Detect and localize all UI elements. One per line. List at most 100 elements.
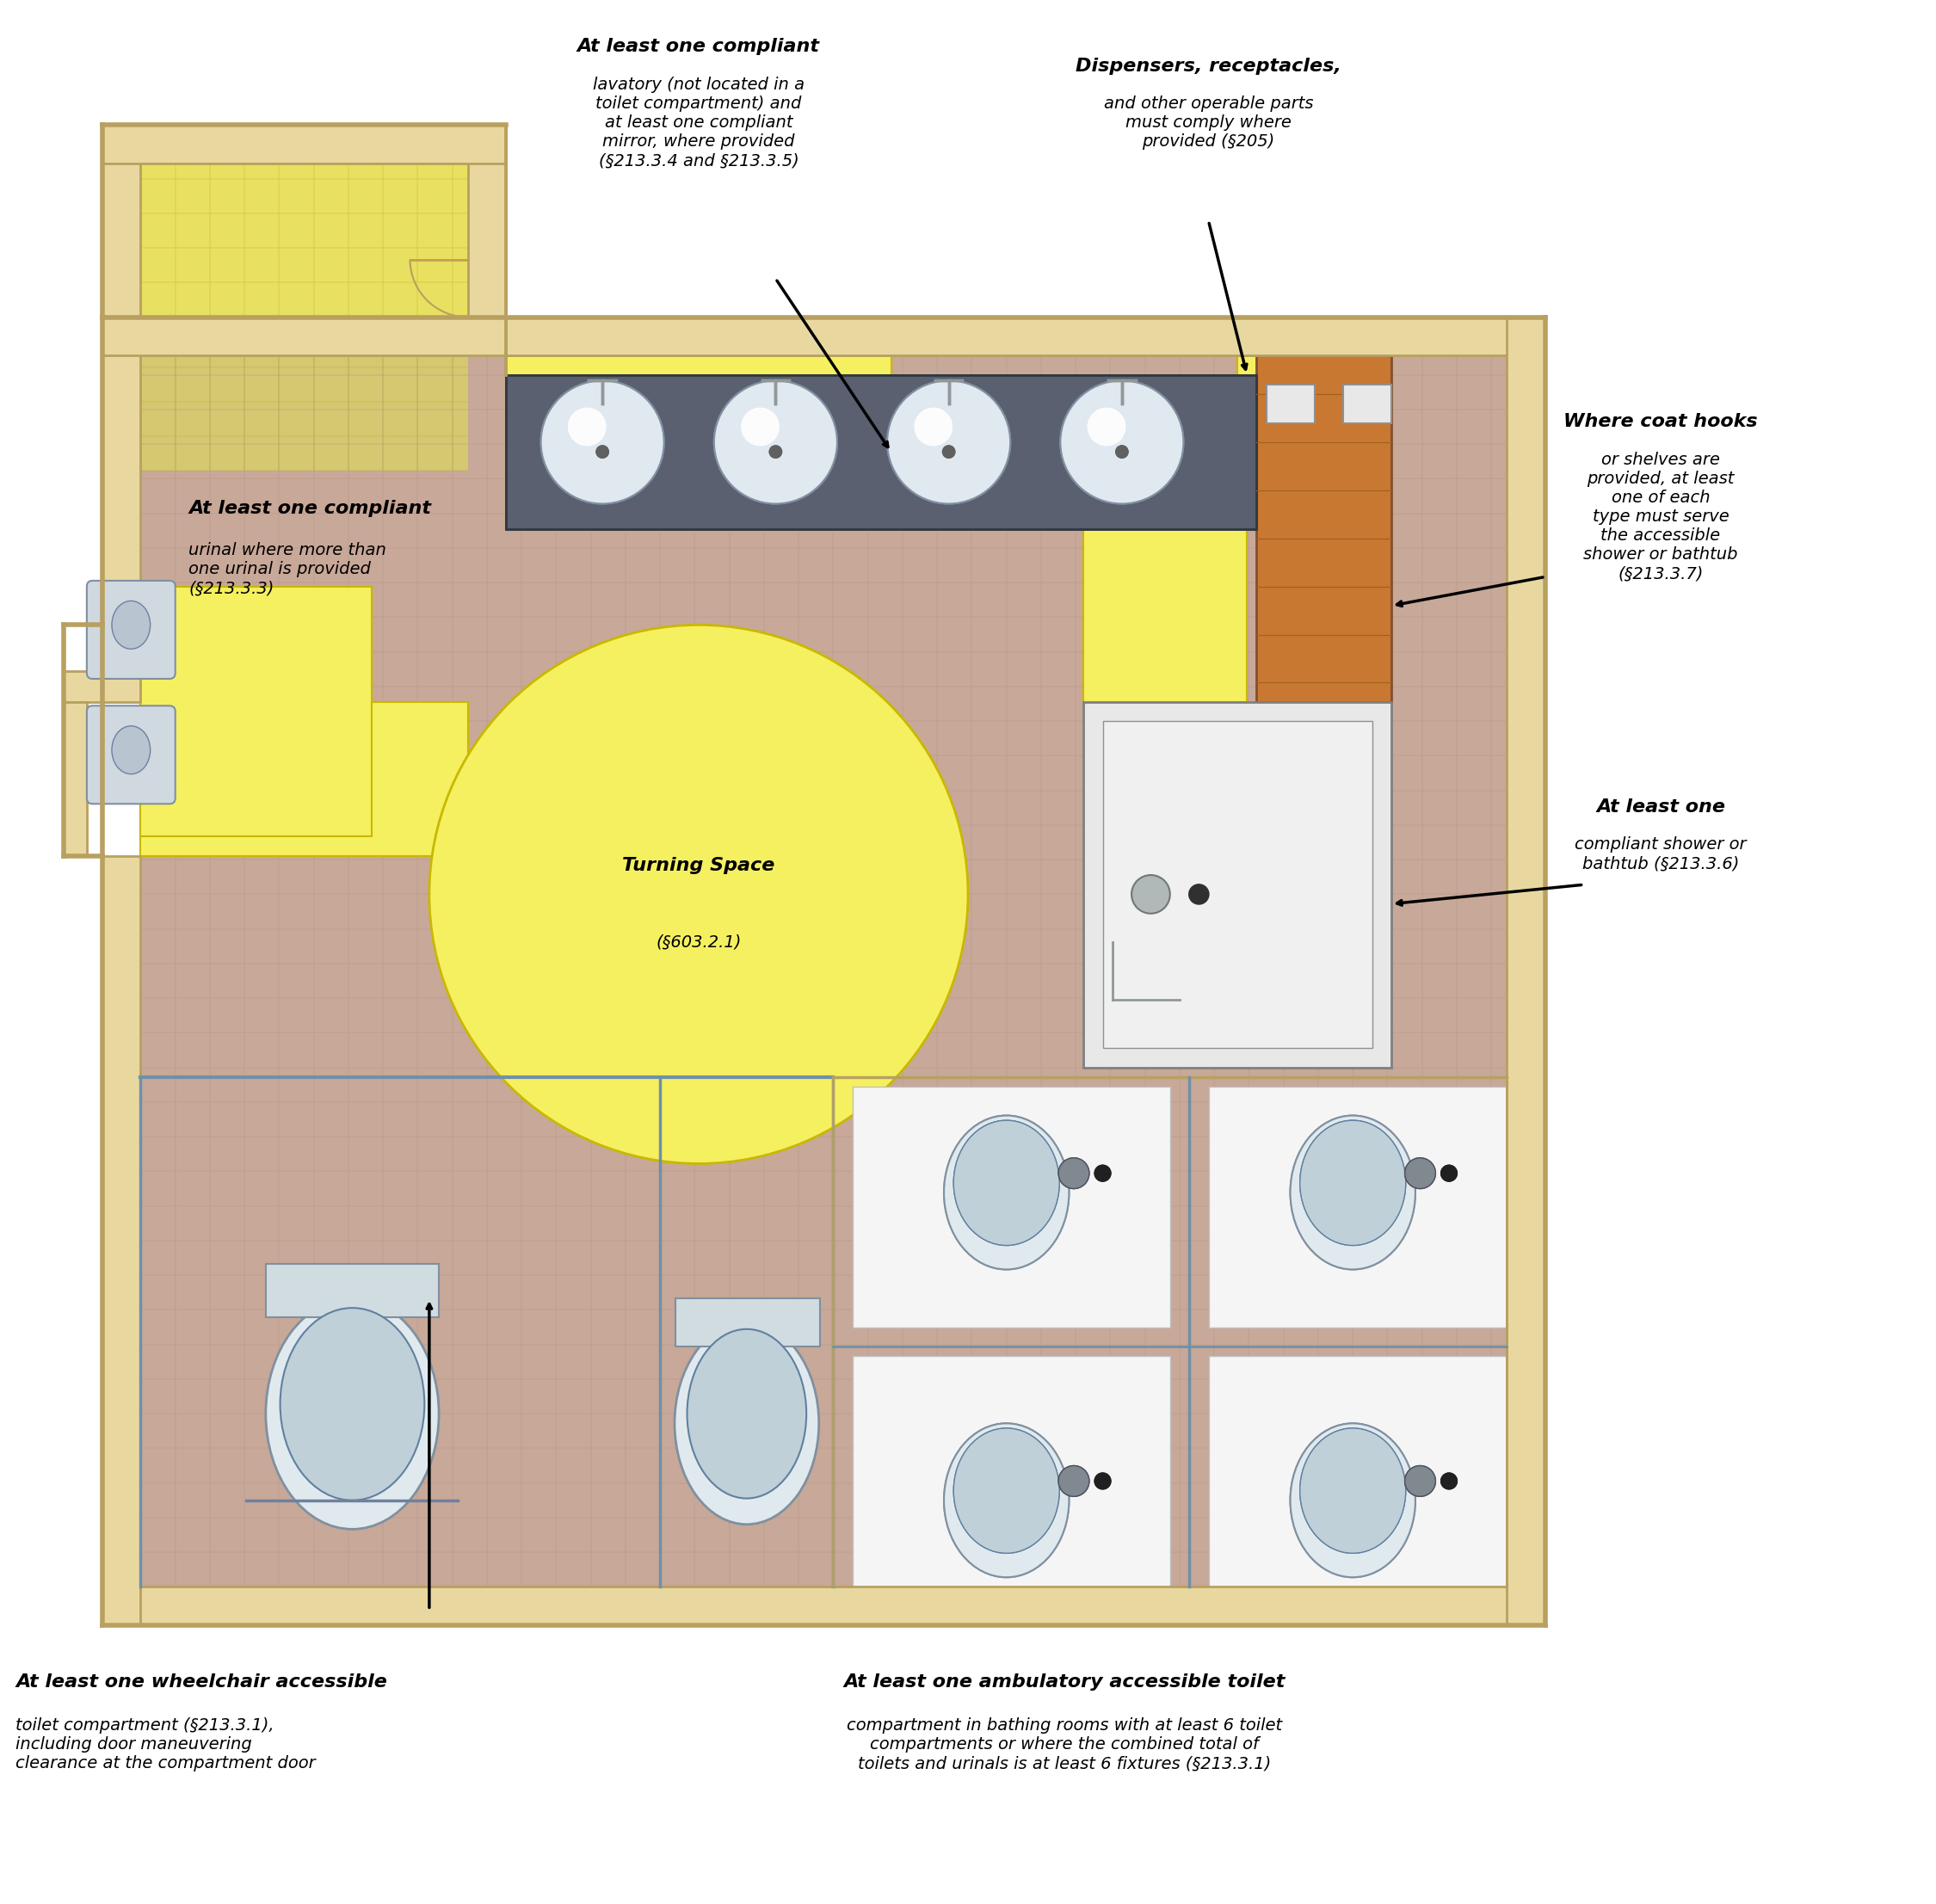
Circle shape <box>1115 446 1129 459</box>
Bar <box>1104 722 1373 1049</box>
Text: At least one compliant: At least one compliant <box>190 501 432 518</box>
Ellipse shape <box>265 1299 439 1529</box>
Bar <box>64 703 87 855</box>
Bar <box>469 126 505 318</box>
Bar <box>141 164 469 318</box>
Bar <box>103 126 505 164</box>
Ellipse shape <box>945 1116 1069 1270</box>
Circle shape <box>741 407 780 446</box>
Circle shape <box>1088 407 1125 446</box>
Bar <box>1344 385 1392 423</box>
Circle shape <box>1115 446 1129 459</box>
Circle shape <box>741 407 780 446</box>
Text: or shelves are
provided, at least
one of each
type must serve
the accessible
sho: or shelves are provided, at least one of… <box>1584 451 1739 583</box>
Circle shape <box>567 407 606 446</box>
Text: and other operable parts
must comply where
provided (§205): and other operable parts must comply whe… <box>1104 95 1313 150</box>
Bar <box>1256 356 1392 703</box>
Circle shape <box>914 407 953 446</box>
Circle shape <box>1406 1466 1437 1497</box>
Circle shape <box>943 446 956 459</box>
Ellipse shape <box>1289 1116 1415 1270</box>
Ellipse shape <box>954 1120 1059 1245</box>
Circle shape <box>540 381 664 505</box>
Bar <box>141 356 1506 1586</box>
Circle shape <box>1406 1466 1437 1497</box>
FancyBboxPatch shape <box>87 581 176 680</box>
Text: lavatory (not located in a
toilet compartment) and
at least one compliant
mirror: lavatory (not located in a toilet compar… <box>592 76 805 169</box>
Circle shape <box>769 446 782 459</box>
Ellipse shape <box>1299 1120 1406 1245</box>
Circle shape <box>540 381 664 505</box>
Bar <box>1208 1087 1526 1327</box>
Circle shape <box>567 407 606 446</box>
Circle shape <box>1059 1466 1090 1497</box>
Circle shape <box>430 625 968 1163</box>
Bar <box>64 670 141 703</box>
Bar <box>103 318 141 625</box>
Circle shape <box>1088 407 1125 446</box>
Text: At least one ambulatory accessible toilet: At least one ambulatory accessible toile… <box>844 1674 1286 1691</box>
Circle shape <box>1094 1165 1111 1182</box>
Ellipse shape <box>112 602 151 649</box>
Bar <box>505 356 891 529</box>
Bar <box>1208 1356 1526 1596</box>
Text: At least one: At least one <box>1595 798 1725 815</box>
Circle shape <box>1440 1472 1458 1489</box>
Bar <box>505 337 891 529</box>
Ellipse shape <box>674 1323 819 1525</box>
Bar <box>852 1356 1169 1596</box>
Text: toilet compartment (§213.3.1),
including door maneuvering
clearance at the compa: toilet compartment (§213.3.1), including… <box>15 1717 316 1773</box>
Text: Turning Space: Turning Space <box>621 857 774 874</box>
Circle shape <box>1406 1158 1437 1188</box>
Bar <box>265 1264 439 1318</box>
Bar <box>103 855 141 1626</box>
Circle shape <box>1131 876 1169 914</box>
Ellipse shape <box>954 1120 1059 1245</box>
Bar <box>1266 385 1315 423</box>
Bar <box>505 318 1545 356</box>
Text: At least one compliant: At least one compliant <box>577 38 821 55</box>
Bar <box>141 703 469 855</box>
Circle shape <box>887 381 1011 505</box>
Circle shape <box>596 446 610 459</box>
Bar <box>1506 318 1545 1626</box>
Ellipse shape <box>945 1424 1069 1577</box>
Circle shape <box>914 407 953 446</box>
Bar <box>141 278 469 470</box>
Bar <box>505 375 1256 529</box>
Text: compliant shower or
bathtub (§213.3.6): compliant shower or bathtub (§213.3.6) <box>1574 836 1746 872</box>
Ellipse shape <box>687 1329 807 1498</box>
Ellipse shape <box>945 1116 1069 1270</box>
Circle shape <box>1440 1165 1458 1182</box>
Ellipse shape <box>954 1428 1059 1554</box>
Text: compartment in bathing rooms with at least 6 toilet
compartments or where the co: compartment in bathing rooms with at lea… <box>846 1717 1282 1773</box>
Bar <box>852 1087 1169 1327</box>
Ellipse shape <box>945 1424 1069 1577</box>
Ellipse shape <box>1299 1120 1406 1245</box>
Circle shape <box>1440 1472 1458 1489</box>
Ellipse shape <box>1289 1116 1415 1270</box>
Circle shape <box>596 446 610 459</box>
Circle shape <box>1440 1165 1458 1182</box>
Ellipse shape <box>1289 1424 1415 1577</box>
Ellipse shape <box>954 1428 1059 1554</box>
Text: Dispensers, receptacles,: Dispensers, receptacles, <box>1076 57 1342 74</box>
Bar <box>103 126 141 318</box>
FancyBboxPatch shape <box>87 706 176 803</box>
Bar <box>141 164 469 318</box>
Bar <box>141 586 372 836</box>
Ellipse shape <box>1299 1428 1406 1554</box>
Circle shape <box>1059 1158 1090 1188</box>
Text: Where coat hooks: Where coat hooks <box>1564 413 1758 430</box>
Circle shape <box>1094 1472 1111 1489</box>
Bar <box>1084 470 1247 703</box>
Ellipse shape <box>1299 1428 1406 1554</box>
Ellipse shape <box>281 1308 424 1500</box>
Bar <box>1084 703 1392 1068</box>
Text: (§603.2.1): (§603.2.1) <box>656 935 741 950</box>
Circle shape <box>1059 1466 1090 1497</box>
Text: urinal where more than
one urinal is provided
(§213.3.3): urinal where more than one urinal is pro… <box>190 543 387 596</box>
Circle shape <box>714 381 836 505</box>
Circle shape <box>1059 1158 1090 1188</box>
Circle shape <box>714 381 836 505</box>
